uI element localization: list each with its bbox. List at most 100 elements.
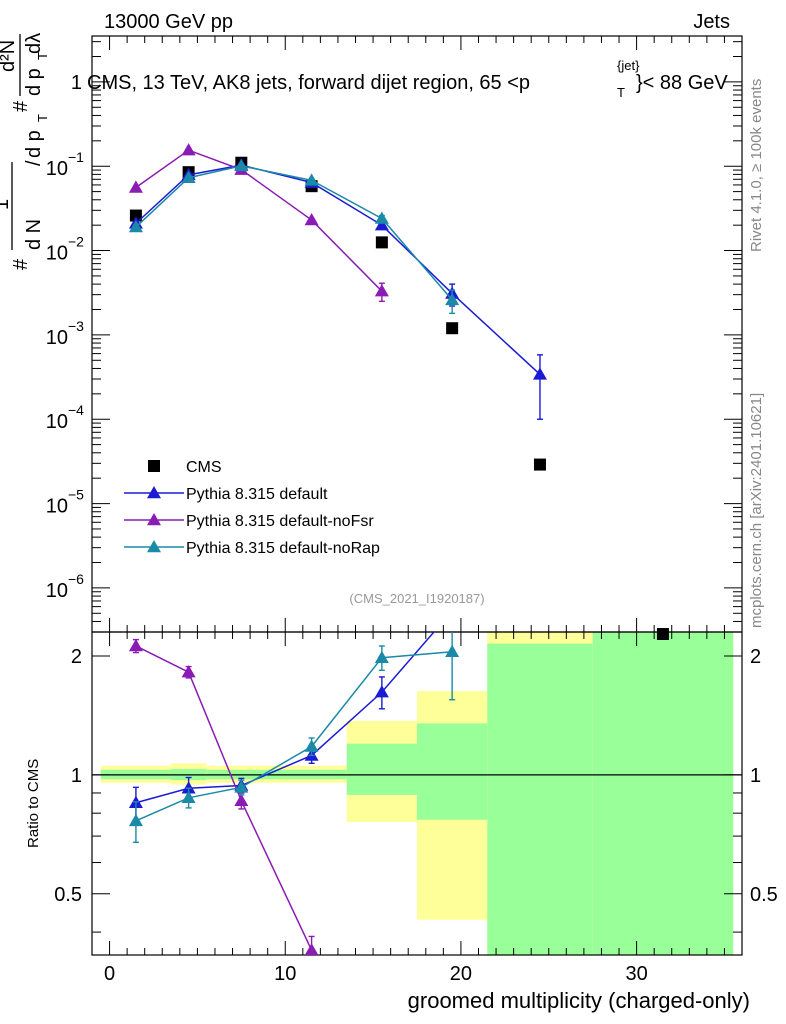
plot-title: CMS, 13 TeV, AK8 jets, forward dijet reg… [87,72,530,94]
ratio-series-1 [128,638,319,955]
main-y-axis-label: # 1 d N / d p T # d²N d p T dλ [0,33,50,270]
main-axes: 110−110−210−310−410−510−6 [46,35,743,633]
main-y-tick-label: 10 [46,243,68,265]
ylabel-dlambda: dλ [23,33,45,54]
main-point [533,458,546,471]
analysis-id: (CMS_2021_I1920187) [349,591,484,606]
main-y-tick-label: 10 [46,158,68,180]
legend-marker [148,460,160,472]
ratio-series [128,632,460,955]
main-series-0 [129,156,669,640]
plot-title-sub: T [617,85,625,100]
ratio-series-line [135,645,313,951]
ratio-series-line [135,650,453,822]
ratio-point [234,780,249,793]
ylabel-dp: d p [23,130,45,158]
legend-label: Pythia 8.315 default-noFsr [186,513,374,530]
x-tick-label: 10 [274,963,296,985]
ratio-y-tick-label-right: 1 [750,765,761,787]
ratio-point [181,790,196,804]
main-point [374,218,389,231]
ratio-point [181,665,196,678]
main-series-2 [128,143,389,303]
main-series [128,143,669,640]
main-point [532,367,547,380]
ylabel-dN: d N [23,219,45,250]
main-y-tick-exponent: −4 [68,402,84,418]
legend-marker [147,513,161,526]
ratio-point [234,793,249,807]
main-point [656,628,669,640]
main-y-tick-exponent: −3 [68,318,84,334]
main-y-tick-exponent: −6 [68,571,84,587]
rivet-version: Rivet 4.1.0, ≥ 100k events [748,79,765,252]
main-series-line [135,164,541,375]
ratio-point [374,650,389,663]
main-series-line [135,165,453,301]
main-point [181,143,196,156]
ylabel-hash-2: # [10,100,32,112]
main-point [374,211,389,224]
ylabel-d2N: d²N [0,40,19,72]
ratio-uncertainty-bands [100,632,734,955]
main-point [445,292,460,306]
ratio-point [304,739,319,752]
ylabel-T-1: T [35,114,50,122]
ratio-point [181,781,196,794]
x-tick-label: 30 [625,963,647,985]
mcplots-credit: mcplots.cern.ch [arXiv:2401.10621] [748,393,765,628]
main-point [128,220,143,233]
ratio-series-line [135,632,435,804]
legend-entry-0: CMS [148,459,222,476]
band-inner-3 [346,743,417,795]
main-series-1 [128,158,547,420]
band-inner-4 [417,723,488,820]
legend-entry-3: Pythia 8.315 default-noRap [124,540,380,557]
ratio-y-tick-label: 0.5 [54,884,82,906]
ylabel-slash: / [23,160,45,166]
ylabel-numerator-1: 1 [0,199,13,210]
legend-marker [147,486,161,499]
ratio-y-tick-label: 1 [71,765,82,787]
main-point [374,284,389,297]
band-inner-5 [487,643,593,955]
plot-title-tail: }< 88 GeV [636,72,728,94]
main-series-3 [128,158,460,315]
ratio-point [304,943,319,955]
main-y-tick-exponent: −1 [68,149,84,165]
ylabel-hash-1: # [10,258,32,270]
main-y-tick-label: 10 [46,580,68,602]
legend-entry-1: Pythia 8.315 default [124,486,328,503]
ylabel-T-2: T [35,52,50,60]
main-point [181,170,196,183]
legend: CMS Pythia 8.315 default Pythia 8.315 defa… [124,459,380,557]
ratio-point [445,644,460,657]
ratio-point [128,638,143,652]
main-point [304,173,319,186]
main-y-tick-exponent: −5 [68,487,84,503]
ratio-point [374,685,389,698]
x-tick-label: 0 [104,963,115,985]
ratio-frame [91,631,743,956]
ylabel-dp-2: d p [23,68,45,96]
band-inner-6 [592,632,734,955]
main-y-tick-label: 1 [71,72,82,94]
ratio-point [128,813,143,827]
ratio-y-tick-label-right: 2 [750,646,761,668]
main-point [375,236,388,249]
ratio-series-2 [128,632,460,844]
legend-label: Pythia 8.315 default [186,486,328,503]
plot-title-sup: {jet} [617,58,640,73]
ratio-y-tick-label-right: 0.5 [750,884,778,906]
legend-label: CMS [186,459,222,476]
main-y-tick-label: 10 [46,411,68,433]
energy-label: 13000 GeV pp [104,11,233,33]
legend-entry-2: Pythia 8.315 default-noFsr [124,513,374,530]
main-point [304,213,319,226]
main-point [128,180,143,193]
plot-title-main: CMS, 13 TeV, AK8 jets, forward dijet reg… [87,72,530,94]
process-label: Jets [693,11,730,33]
main-y-tick-exponent: −2 [68,234,84,250]
main-point [446,322,459,335]
